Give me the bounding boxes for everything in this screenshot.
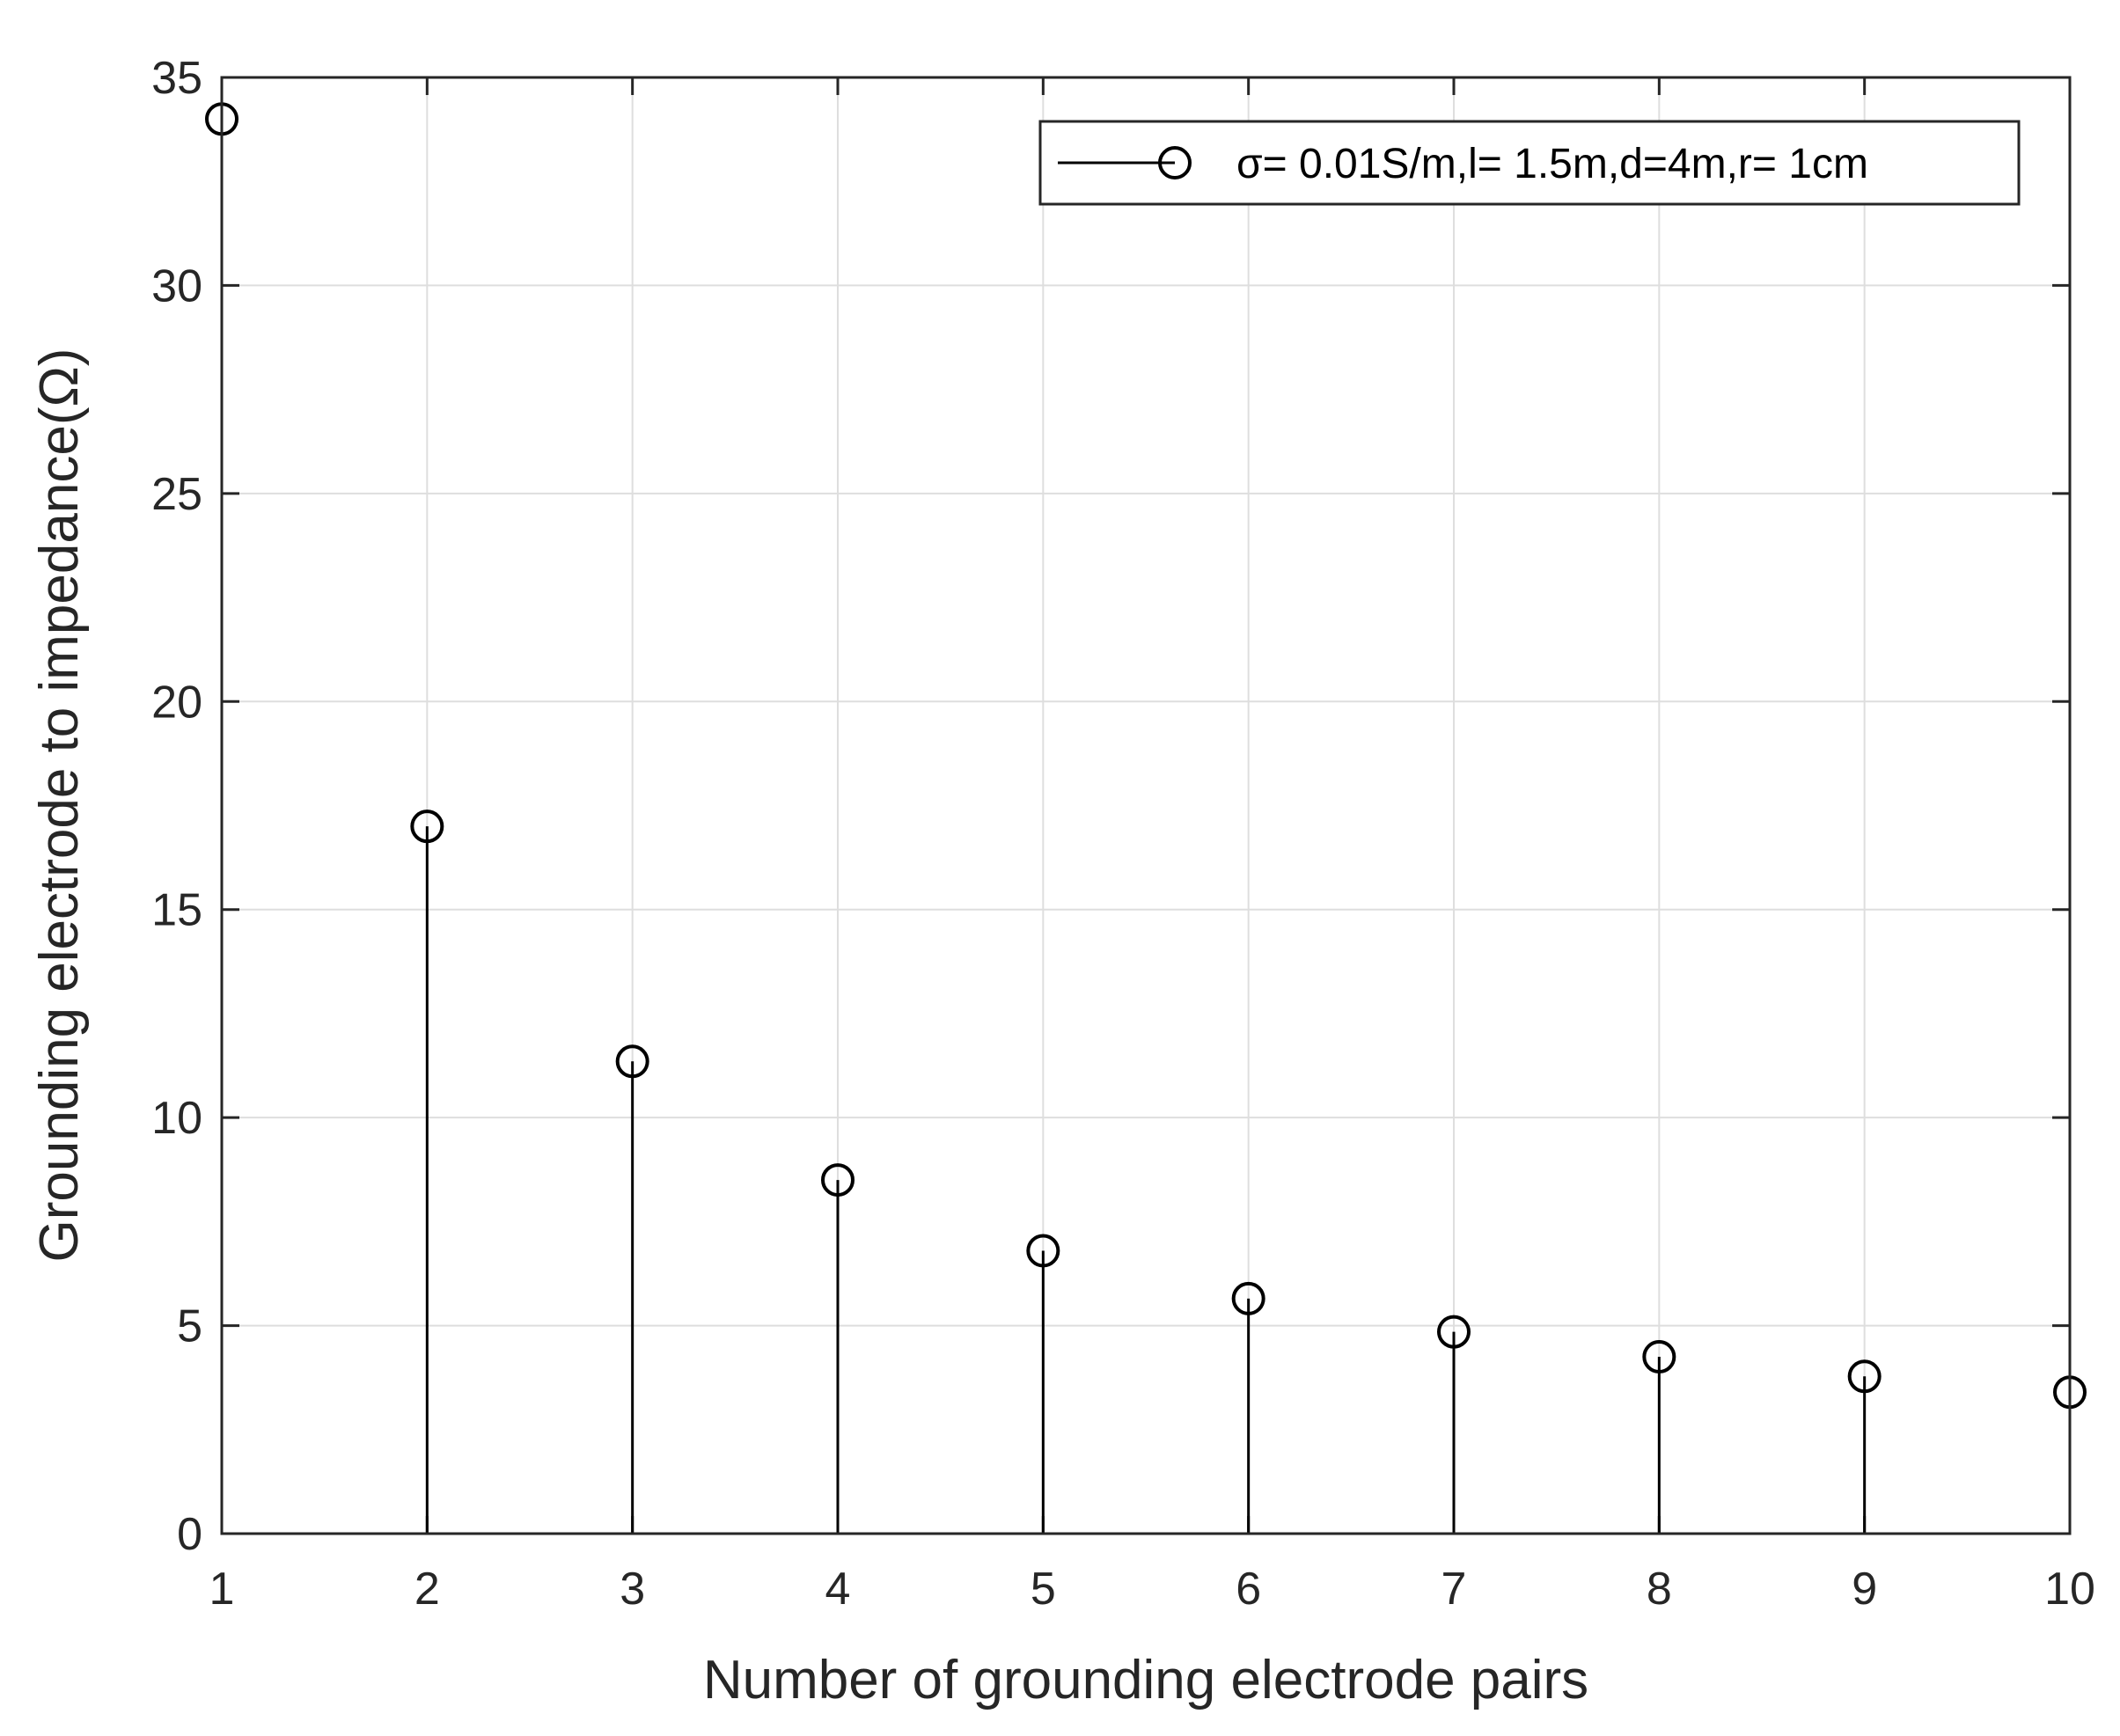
y-axis-label: Grounding electrode to impedance(Ω) <box>29 348 90 1263</box>
stem-marker <box>1026 1234 1060 1268</box>
x-axis-label: Number of grounding electrode pairs <box>703 1650 1588 1710</box>
x-tick-label: 7 <box>1441 1564 1467 1615</box>
x-tick-label: 9 <box>1852 1564 1877 1615</box>
x-tick-label: 5 <box>1031 1564 1056 1615</box>
x-tick-label: 6 <box>1236 1564 1261 1615</box>
legend-entry-label: σ= 0.01S/m,l= 1.5m,d=4m,r= 1cm <box>1236 141 1868 187</box>
x-tick-label: 1 <box>209 1564 235 1615</box>
y-tick-label: 0 <box>177 1509 202 1560</box>
stem-marker <box>1437 1315 1471 1349</box>
y-tick-label: 15 <box>151 885 202 936</box>
plot-area <box>222 77 2070 1534</box>
legend-marker-sample <box>1158 146 1192 179</box>
legend-box <box>1038 120 2021 206</box>
stem-marker <box>410 809 444 844</box>
x-tick-label: 3 <box>620 1564 645 1615</box>
y-tick-label: 10 <box>151 1093 202 1144</box>
stem-marker <box>615 1044 649 1079</box>
stem-marker <box>1642 1340 1676 1374</box>
y-tick-label: 30 <box>151 260 202 311</box>
stem-marker <box>821 1163 855 1198</box>
y-tick-label: 35 <box>151 53 202 104</box>
stem-marker <box>1847 1359 1882 1394</box>
y-tick-labels: 0 5 10 15 20 25 30 35 <box>151 53 202 1560</box>
legend: σ= 0.01S/m,l= 1.5m,d=4m,r= 1cm <box>1038 120 2021 206</box>
x-tick-label: 4 <box>825 1564 851 1615</box>
x-tick-label: 2 <box>414 1564 440 1615</box>
y-tick-label: 20 <box>151 677 202 728</box>
stem-marker <box>1231 1281 1265 1315</box>
y-tick-label: 25 <box>151 469 202 520</box>
plot-frame <box>220 76 2072 1535</box>
x-tick-label: 10 <box>2044 1564 2095 1615</box>
x-tick-label: 8 <box>1647 1564 1672 1615</box>
y-tick-label: 5 <box>177 1301 202 1352</box>
x-tick-labels: 1 2 3 4 5 6 7 8 9 10 <box>209 1564 2095 1615</box>
